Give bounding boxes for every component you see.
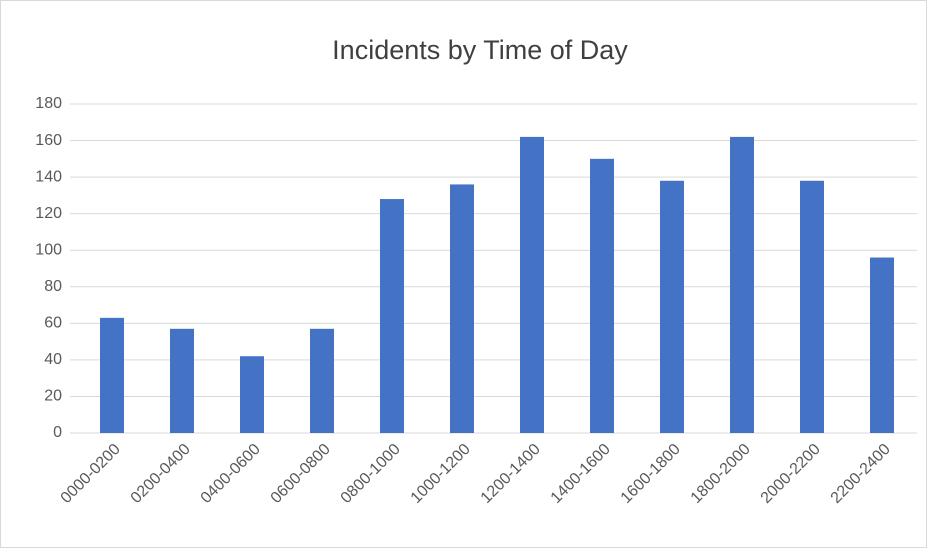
bar	[100, 317, 124, 433]
bar	[800, 180, 824, 433]
bar	[310, 328, 334, 433]
bar	[660, 180, 684, 433]
bar	[870, 257, 894, 433]
bar	[590, 158, 614, 434]
y-tick-label: 140	[35, 168, 62, 185]
y-tick-label: 160	[35, 132, 62, 149]
bar	[170, 328, 194, 433]
y-tick-label: 20	[44, 388, 62, 405]
y-tick-label: 40	[44, 351, 62, 368]
y-tick-label: 60	[44, 315, 62, 332]
y-tick-label: 120	[35, 205, 62, 222]
bar	[520, 136, 544, 433]
bar	[380, 199, 404, 433]
y-tick-label: 80	[44, 278, 62, 295]
y-tick-label: 100	[35, 241, 62, 258]
bar	[730, 136, 754, 433]
chart-title: Incidents by Time of Day	[332, 35, 628, 65]
bar	[240, 356, 264, 433]
y-tick-label: 0	[53, 424, 62, 441]
bar	[450, 184, 474, 433]
y-tick-label: 180	[35, 95, 62, 112]
